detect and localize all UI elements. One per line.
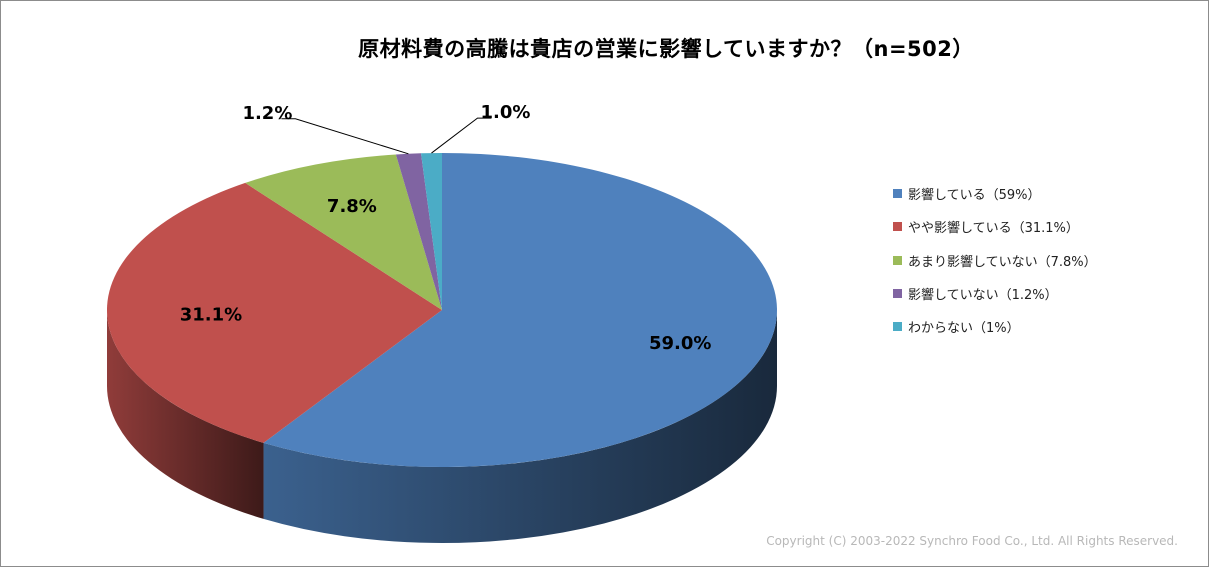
data-label-3: 1.2% (242, 103, 292, 124)
legend-item: わからない（1%） (893, 310, 1097, 343)
legend-label: 影響していない（1.2%） (908, 288, 1058, 304)
pie-slice-2 (245, 154, 442, 310)
pie-side-1 (107, 310, 264, 519)
pie-slice-4 (420, 153, 442, 310)
pie-slice-1 (107, 182, 442, 443)
legend-item: 影響している（59%） (893, 177, 1097, 210)
pie-slice-3 (395, 153, 442, 310)
pie-side-0 (263, 310, 777, 543)
pie-slice-0 (263, 153, 777, 467)
legend-item: やや影響している（31.1%） (893, 210, 1097, 243)
data-label-0: 59.0% (649, 333, 711, 354)
legend-label: やや影響している（31.1%） (908, 221, 1079, 237)
leader-lines (281, 117, 492, 155)
data-label-2: 7.8% (327, 196, 377, 217)
copyright-text: Copyright (C) 2003-2022 Synchro Food Co.… (766, 534, 1178, 548)
legend: 影響している（59%） やや影響している（31.1%） あまり影響していない（7.8… (893, 177, 1097, 343)
data-labels: 59.0% 31.1% 7.8% 1.2% 1.0% (180, 102, 712, 354)
data-label-1: 31.1% (180, 305, 242, 326)
chart-title: 原材料費の高騰は貴店の営業に影響していますか？（n=502） (358, 37, 974, 61)
pie-slices (107, 153, 777, 467)
legend-item: あまり影響していない（7.8%） (893, 244, 1097, 277)
leader-line-4 (431, 117, 492, 154)
leader-line-3 (281, 118, 409, 155)
legend-item: 影響していない（1.2%） (893, 277, 1097, 310)
pie-sides (107, 310, 777, 543)
legend-swatch (893, 289, 902, 299)
legend-swatch (893, 255, 902, 265)
data-label-4: 1.0% (481, 102, 531, 123)
legend-label: あまり影響していない（7.8%） (908, 254, 1097, 270)
legend-swatch (893, 189, 902, 199)
legend-swatch (893, 322, 902, 332)
legend-swatch (893, 222, 902, 232)
legend-label: わからない（1%） (908, 321, 1020, 337)
legend-label: 影響している（59%） (908, 188, 1041, 204)
